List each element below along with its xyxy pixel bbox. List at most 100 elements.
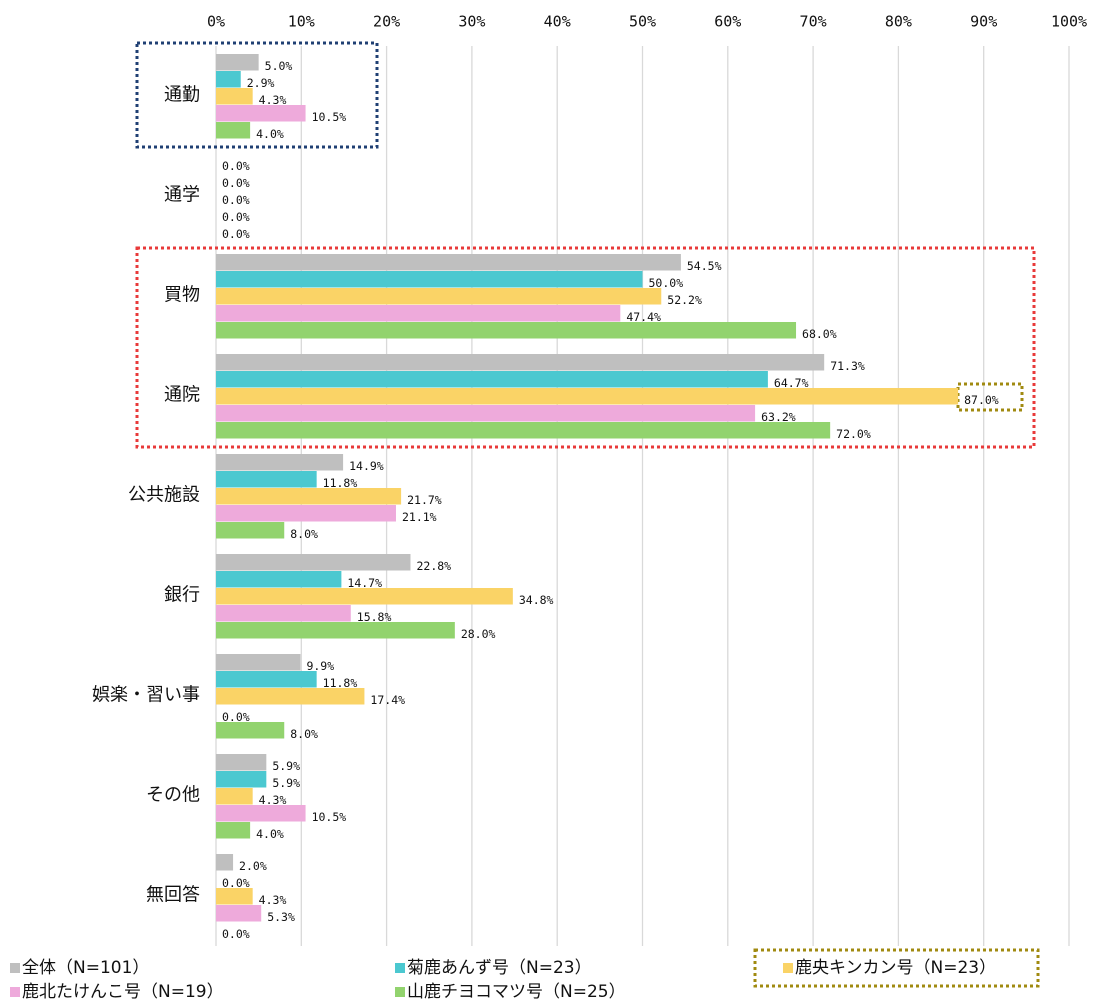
bar <box>216 722 285 739</box>
bar <box>216 305 621 322</box>
bar <box>216 805 306 822</box>
legend-label: 菊鹿あんず号（N=23） <box>407 958 592 978</box>
value-label: 47.4% <box>626 310 661 324</box>
bar <box>216 554 411 571</box>
y-tick-label: 通院 <box>164 384 200 405</box>
bar <box>216 54 259 71</box>
legend-label: 鹿北たけんこ号（N=19） <box>22 982 224 1002</box>
legend-swatch <box>10 963 20 973</box>
value-label: 14.9% <box>349 459 384 473</box>
legend-swatch <box>395 963 405 973</box>
bar <box>216 622 455 639</box>
value-label: 21.7% <box>407 493 442 507</box>
y-tick-label: その他 <box>146 784 200 805</box>
value-label: 4.3% <box>259 893 287 907</box>
value-label: 4.0% <box>256 827 284 841</box>
value-label: 0.0% <box>222 710 250 724</box>
value-label: 68.0% <box>802 327 837 341</box>
bar <box>216 388 959 405</box>
value-label: 22.8% <box>416 559 451 573</box>
legend-label: 山鹿チヨコマツ号（N=25） <box>407 982 626 1002</box>
value-label: 21.1% <box>402 510 437 524</box>
value-label: 87.0% <box>964 393 999 407</box>
legend-swatch <box>783 963 793 973</box>
value-label: 4.0% <box>256 127 284 141</box>
y-tick-label: 無回答 <box>146 884 200 905</box>
value-label: 64.7% <box>774 376 809 390</box>
bar <box>216 122 251 139</box>
value-label: 0.0% <box>222 176 250 190</box>
x-tick-label: 100% <box>1051 13 1087 31</box>
legend-swatch <box>395 987 405 997</box>
value-label: 0.0% <box>222 227 250 241</box>
value-label: 34.8% <box>519 593 554 607</box>
bar <box>216 588 513 605</box>
value-label: 5.0% <box>265 59 293 73</box>
bar <box>216 288 662 305</box>
value-label: 10.5% <box>312 810 347 824</box>
bar <box>216 905 262 922</box>
bar <box>216 822 251 839</box>
bar <box>216 471 317 488</box>
x-tick-label: 60% <box>714 13 741 31</box>
bar <box>216 488 402 505</box>
x-tick-label: 30% <box>458 13 485 31</box>
bar <box>216 422 831 439</box>
value-label: 5.9% <box>272 759 300 773</box>
bar <box>216 71 241 88</box>
highlight-box <box>135 246 1036 449</box>
y-tick-label: 買物 <box>164 284 200 305</box>
x-tick-label: 0% <box>207 13 225 31</box>
bar <box>216 105 306 122</box>
value-label: 2.0% <box>239 859 267 873</box>
bar <box>216 271 643 288</box>
value-label: 0.0% <box>222 876 250 890</box>
y-tick-label: 通学 <box>164 184 200 205</box>
bar <box>216 254 681 271</box>
bar <box>216 771 267 788</box>
bar <box>216 322 797 339</box>
value-label: 0.0% <box>222 927 250 941</box>
y-tick-label: 銀行 <box>164 584 200 605</box>
bar <box>216 454 344 471</box>
bar <box>216 354 825 371</box>
legend-label: 鹿央キンカン号（N=23） <box>795 958 996 978</box>
highlight-box <box>956 382 1024 412</box>
value-label: 8.0% <box>290 727 318 741</box>
bar <box>216 654 301 671</box>
value-label: 5.3% <box>267 910 295 924</box>
bar <box>216 854 234 871</box>
bar <box>216 754 267 771</box>
value-label: 0.0% <box>222 193 250 207</box>
value-label: 63.2% <box>761 410 796 424</box>
value-label: 4.3% <box>259 793 287 807</box>
bar <box>216 671 317 688</box>
value-label: 9.9% <box>306 659 334 673</box>
value-label: 28.0% <box>461 627 496 641</box>
value-label: 5.9% <box>272 776 300 790</box>
value-label: 71.3% <box>830 359 865 373</box>
x-tick-label: 50% <box>629 13 656 31</box>
value-label: 10.5% <box>312 110 347 124</box>
bar <box>216 505 396 522</box>
bar <box>216 371 768 388</box>
bar <box>216 605 351 622</box>
y-tick-label: 公共施設 <box>128 484 200 505</box>
value-label: 2.9% <box>247 76 275 90</box>
bar <box>216 571 342 588</box>
value-label: 50.0% <box>649 276 684 290</box>
value-label: 11.8% <box>323 676 358 690</box>
value-label: 15.8% <box>357 610 392 624</box>
x-tick-label: 80% <box>885 13 912 31</box>
x-tick-label: 70% <box>800 13 827 31</box>
value-label: 0.0% <box>222 210 250 224</box>
value-label: 14.7% <box>347 576 382 590</box>
bar <box>216 405 756 422</box>
bar <box>216 688 365 705</box>
legend-label: 全体（N=101） <box>22 958 149 978</box>
x-tick-label: 90% <box>970 13 997 31</box>
bar <box>216 88 253 105</box>
legend-swatch <box>10 987 20 997</box>
x-tick-label: 10% <box>288 13 315 31</box>
